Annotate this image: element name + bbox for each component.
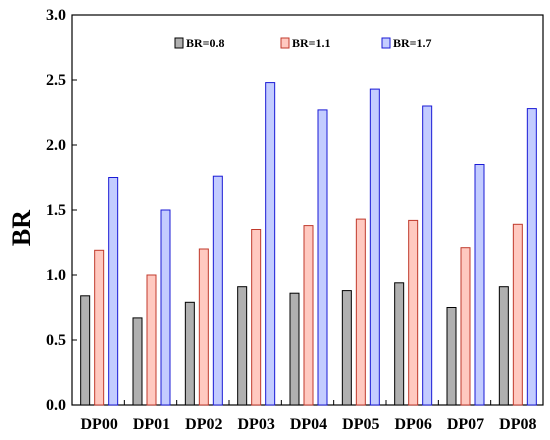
legend-label: BR=1.1	[292, 36, 331, 50]
bar-BR=0.8-DP07	[446, 307, 457, 406]
x-tick-label: DP01	[133, 416, 170, 433]
bar-BR=0.8-DP00	[80, 295, 91, 406]
legend-item: BR=1.7	[381, 36, 432, 50]
bar-BR=1.1-DP05	[355, 218, 366, 406]
y-axis-label: BR	[7, 210, 36, 246]
bar-BR=0.8-DP04	[289, 292, 300, 406]
legend-label: BR=1.7	[393, 36, 432, 50]
x-tick-label: DP00	[81, 416, 118, 433]
x-tick-label: DP07	[447, 416, 484, 433]
bar-BR=0.8-DP03	[237, 286, 248, 406]
bar-BR=1.7-DP03	[265, 82, 276, 406]
y-tick-label: 0.5	[46, 332, 66, 349]
bar-BR=1.1-DP02	[198, 248, 209, 406]
bar-BR=1.7-DP05	[369, 88, 380, 406]
bar-BR=0.8-DP02	[184, 301, 195, 406]
bar-BR=1.1-DP08	[512, 223, 523, 406]
legend-swatch	[280, 37, 290, 49]
x-tick-label: DP03	[238, 416, 275, 433]
bar-BR=1.7-DP06	[422, 105, 433, 406]
bar-BR=1.1-DP07	[460, 247, 471, 406]
x-tick-label: DP02	[185, 416, 222, 433]
bar-BR=1.1-DP03	[251, 229, 262, 406]
y-tick-label: 1.0	[46, 267, 66, 284]
y-tick-label: 0.0	[46, 397, 66, 414]
plot-area: 0.0 0.5 1.0 1.5 2.0 2.5 3.0 DP00 DP01 DP02 DP03 DP0…	[46, 7, 544, 433]
bar-BR=1.7-DP01	[160, 209, 171, 406]
bar-BR=1.7-DP00	[108, 177, 119, 406]
bar-BR=1.1-DP06	[408, 219, 419, 406]
x-tick-label: DP04	[290, 416, 327, 433]
y-tick-label: 1.5	[46, 202, 66, 219]
y-tick-label: 2.5	[46, 72, 66, 89]
legend-swatch	[381, 37, 391, 49]
x-tick-label: DP06	[395, 416, 432, 433]
bar-BR=1.7-DP07	[474, 164, 485, 406]
bar-BR=1.7-DP04	[317, 109, 328, 406]
bar-BR=1.7-DP08	[526, 108, 537, 406]
bar-BR=1.1-DP00	[94, 249, 105, 406]
bar-BR=0.8-DP08	[498, 286, 509, 406]
bar-BR=0.8-DP05	[341, 290, 352, 406]
x-tick-label: DP05	[342, 416, 379, 433]
bar-BR=1.1-DP04	[303, 225, 314, 406]
bar-BR=0.8-DP06	[394, 282, 405, 406]
legend-label: BR=0.8	[186, 36, 225, 50]
bar-BR=1.1-DP01	[146, 274, 157, 406]
legend: BR=0.8 BR=1.1 BR=1.7	[174, 36, 432, 50]
bar-BR=1.7-DP02	[212, 175, 223, 406]
legend-item: BR=0.8	[174, 36, 225, 50]
legend-item: BR=1.1	[280, 36, 331, 50]
y-tick-label: 3.0	[46, 7, 66, 24]
y-tick-label: 2.0	[46, 137, 66, 154]
bar-BR=0.8-DP01	[132, 317, 143, 406]
legend-swatch	[174, 37, 184, 49]
x-tick-label: DP08	[499, 416, 536, 433]
